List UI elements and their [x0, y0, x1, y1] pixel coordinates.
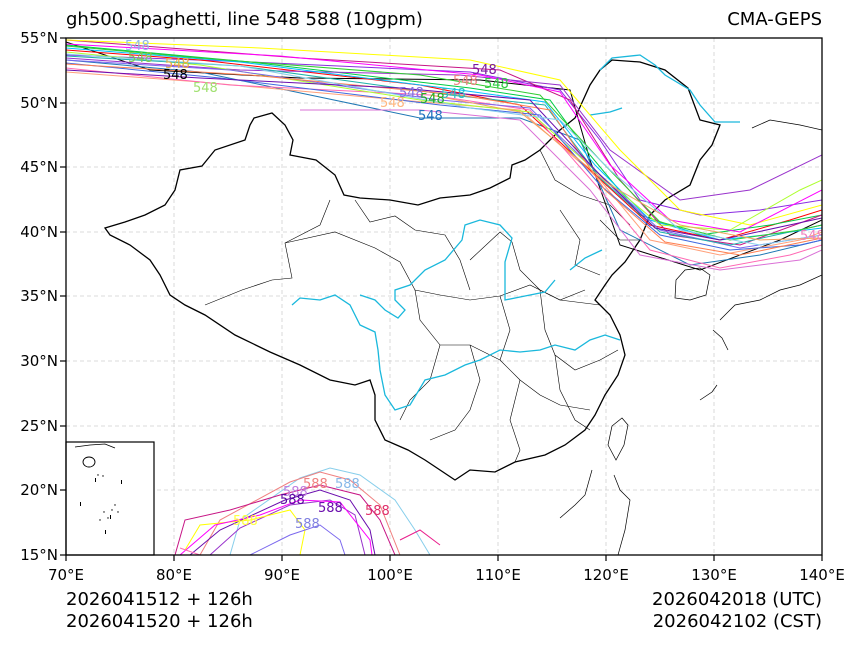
valid-time-cst: 2026042102 (CST) [652, 611, 822, 632]
y-tick-15n: 15°N [20, 546, 58, 564]
x-tick-100e: 100°E [367, 566, 413, 584]
init-time-line-1: 2026041512 + 126h [66, 589, 253, 610]
svg-text:588: 588 [303, 477, 328, 492]
rivers [291, 54, 740, 411]
svg-text:588: 588 [280, 493, 305, 508]
x-tick-110e: 110°E [475, 566, 521, 584]
neighbor-coastlines [559, 119, 822, 555]
svg-text:588: 588 [365, 504, 390, 519]
svg-text:548: 548 [399, 86, 424, 101]
gridlines [66, 38, 822, 555]
contour-548-lines [66, 39, 822, 271]
init-time-block: 2026041512 + 126h 2026041520 + 126h [66, 589, 253, 633]
svg-text:548: 548 [420, 92, 445, 107]
svg-text:548: 548 [380, 96, 405, 111]
svg-text:588: 588 [335, 477, 360, 492]
x-tick-90e: 90°E [263, 566, 301, 584]
svg-text:588: 588 [283, 485, 308, 500]
contour-548-labels: 548 548 548 548 548 548 548 548 548 548 … [125, 39, 825, 244]
model-name: CMA-GEPS [727, 9, 822, 30]
contour-588-lines [174, 467, 441, 555]
svg-text:548: 548 [484, 77, 509, 92]
y-tick-25n: 25°N [20, 417, 58, 435]
x-tick-80e: 80°E [155, 566, 193, 584]
svg-text:548: 548 [418, 109, 443, 124]
y-tick-45n: 45°N [20, 158, 58, 176]
south-china-sea-inset [65, 441, 155, 556]
y-tick-50n: 50°N [20, 94, 58, 112]
province-borders [204, 149, 640, 463]
valid-time-block: 2026042018 (UTC) 2026042102 (CST) [652, 589, 822, 633]
x-tick-70e: 70°E [47, 566, 85, 584]
y-tick-20n: 20°N [20, 481, 58, 499]
chart-title: gh500.Spaghetti, line 548 588 (10gpm) [66, 9, 423, 30]
svg-text:548: 548 [165, 57, 190, 72]
init-time-line-2: 2026041520 + 126h [66, 611, 253, 632]
y-tick-35n: 35°N [20, 287, 58, 305]
svg-text:548: 548 [453, 74, 478, 89]
country-border [103, 59, 721, 481]
x-tick-120e: 120°E [583, 566, 629, 584]
svg-text:548: 548 [125, 39, 150, 54]
svg-text:548: 548 [441, 87, 466, 102]
svg-text:548: 548 [800, 229, 825, 244]
y-tick-40n: 40°N [20, 223, 58, 241]
svg-text:588: 588 [295, 517, 320, 532]
svg-text:548: 548 [163, 68, 188, 83]
svg-text:588: 588 [233, 514, 258, 529]
svg-text:548: 548 [472, 63, 497, 78]
contour-588-labels: 588 588 588 588 588 588 588 588 [233, 477, 390, 532]
x-tick-140e: 140°E [799, 566, 845, 584]
x-tick-130e: 130°E [691, 566, 737, 584]
y-tick-30n: 30°N [20, 352, 58, 370]
svg-text:548: 548 [193, 81, 218, 96]
svg-text:548: 548 [128, 51, 153, 66]
svg-text:588: 588 [318, 501, 343, 516]
y-tick-55n: 55°N [20, 29, 58, 47]
valid-time-utc: 2026042018 (UTC) [652, 589, 822, 610]
